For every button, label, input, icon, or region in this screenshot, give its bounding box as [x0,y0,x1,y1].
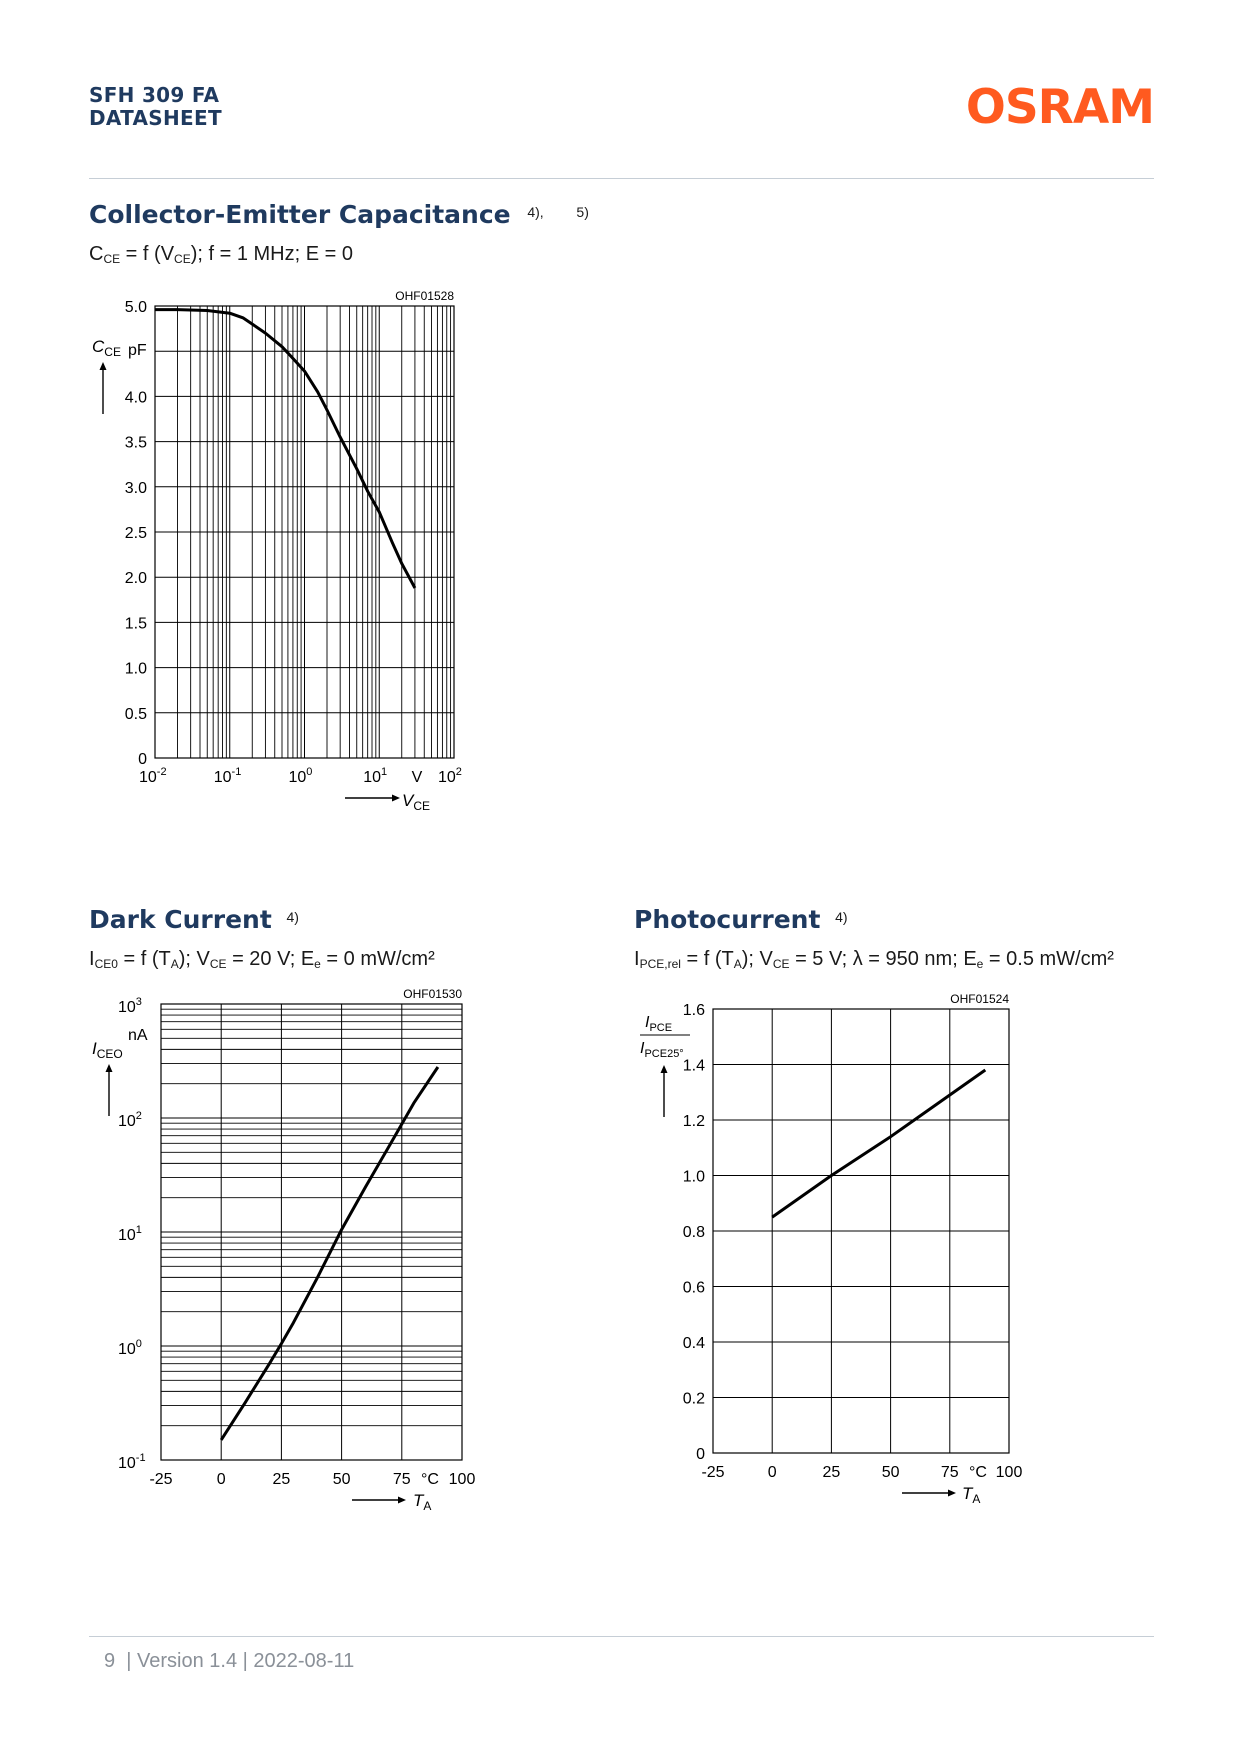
header-title: SFH 309 FA DATASHEET [89,84,222,130]
y-tick-label: 1.0 [125,661,147,678]
y-tick-label: 3.0 [125,480,147,497]
arrow-head-icon [398,1496,406,1504]
header-divider [89,178,1154,179]
section-title-dark-current: Dark Current 4) [89,905,299,934]
series-line [155,308,417,589]
y-tick-label: 1.6 [683,1002,705,1019]
y-tick-label: 101 [118,1224,142,1244]
y-tick-label: 3.5 [125,435,147,452]
x-axis-label: TA [413,1491,431,1513]
y-tick-label: 0.6 [683,1280,705,1297]
y-tick-label: 5.0 [125,299,147,316]
x-tick-label: 0 [768,1464,777,1481]
y-unit-label: nA [128,1027,148,1044]
footnote-ref: 4), [527,204,544,220]
series-line [219,1066,440,1441]
product-name: SFH 309 FA [89,83,220,107]
arrow-head-icon [105,1064,113,1072]
arrow-head-icon [948,1489,956,1497]
y-tick-label: 10-1 [118,1452,146,1472]
plot-frame [160,1003,463,1461]
arrow-head-icon [660,1065,668,1073]
footer-version: 9 | Version 1.4 | 2022-08-11 [104,1650,354,1673]
osram-logo: OSRAM [965,80,1155,135]
y-tick-label: 0 [138,751,147,768]
y-tick-label: 103 [118,996,142,1016]
chart-id: OHF01530 [403,987,462,1001]
x-tick-label: 75 [393,1471,411,1488]
y-tick-label: 0.4 [683,1335,705,1352]
x-tick-label: 100 [996,1464,1023,1481]
footnote-ref: 4) [286,909,299,925]
x-unit-label: V [412,769,423,786]
x-tick-label: 75 [941,1464,959,1481]
footer-divider [89,1636,1154,1637]
version-text: | Version 1.4 | 2022-08-11 [126,1650,355,1672]
y-axis-label: ICEO [92,1039,123,1061]
x-axis-label: TA [962,1484,980,1506]
x-tick-label: 102 [438,766,462,786]
y-axis-label-numerator: IPCE [645,1014,672,1034]
series-line [771,1068,987,1219]
x-tick-label: 50 [333,1471,351,1488]
y-tick-label: 1.2 [683,1113,705,1130]
x-tick-label: 25 [823,1464,841,1481]
y-tick-label: 100 [118,1338,142,1358]
plot-frame [154,305,455,759]
x-tick-label: 100 [449,1471,476,1488]
x-tick-label: -25 [149,1471,172,1488]
page-number: 9 [104,1650,116,1672]
arrow-head-icon [99,362,107,370]
section-title-capacitance: Collector-Emitter Capacitance 4), 5) [89,200,589,229]
footnote-ref: 4) [835,909,848,925]
x-tick-label: 50 [882,1464,900,1481]
formula-capacitance: CCE = f (VCE); f = 1 MHz; E = 0 [89,243,353,266]
y-axis-label-denominator: IPCE25° [640,1040,684,1060]
y-tick-label: 1.0 [683,1169,705,1186]
x-unit-label: °C [421,1471,439,1488]
x-tick-label: 101 [363,766,387,786]
y-tick-label: 0.8 [683,1224,705,1241]
plot-frame [712,1008,1010,1454]
chart-id: OHF01524 [950,992,1009,1006]
formula-dark-current: ICE0 = f (TA); VCE = 20 V; Ee = 0 mW/cm² [89,948,435,971]
y-tick-label: 0.5 [125,706,147,723]
x-axis-label: VCE [402,791,430,813]
x-tick-label: -25 [701,1464,724,1481]
footnote-ref: 5) [576,204,589,220]
y-tick-label: 0 [696,1446,705,1463]
x-tick-label: 0 [217,1471,226,1488]
y-unit-label: pF [128,342,147,359]
chart-dark-current: OHF01530 10-1 100 101 102 103 -25 0 25 50 75 100 °C n… [92,987,475,1513]
y-tick-label: 0.2 [683,1391,705,1408]
document-type: DATASHEET [89,106,222,130]
y-tick-label: 2.0 [125,570,147,587]
y-tick-label: 102 [118,1110,142,1130]
y-axis-label: CCE [92,337,121,359]
x-tick-label: 100 [289,766,313,786]
x-tick-label: 10-2 [139,766,167,786]
y-tick-label: 2.5 [125,525,147,542]
x-unit-label: °C [969,1464,987,1481]
chart-id: OHF01528 [395,289,454,303]
formula-photocurrent: IPCE,rel = f (TA); VCE = 5 V; λ = 950 nm… [634,948,1114,971]
chart-capacitance: OHF01528 0 0.5 1.0 1.5 2.0 2.5 3.0 3.5 4.0 5.0 10-2… [92,289,462,813]
y-tick-label: 4.0 [125,389,147,406]
y-tick-label: 1.5 [125,615,147,632]
y-tick-label: 1.4 [683,1058,705,1075]
arrow-head-icon [392,794,400,802]
section-title-photocurrent: Photocurrent 4) [634,905,848,934]
x-tick-label: 25 [273,1471,291,1488]
x-tick-label: 10-1 [214,766,242,786]
